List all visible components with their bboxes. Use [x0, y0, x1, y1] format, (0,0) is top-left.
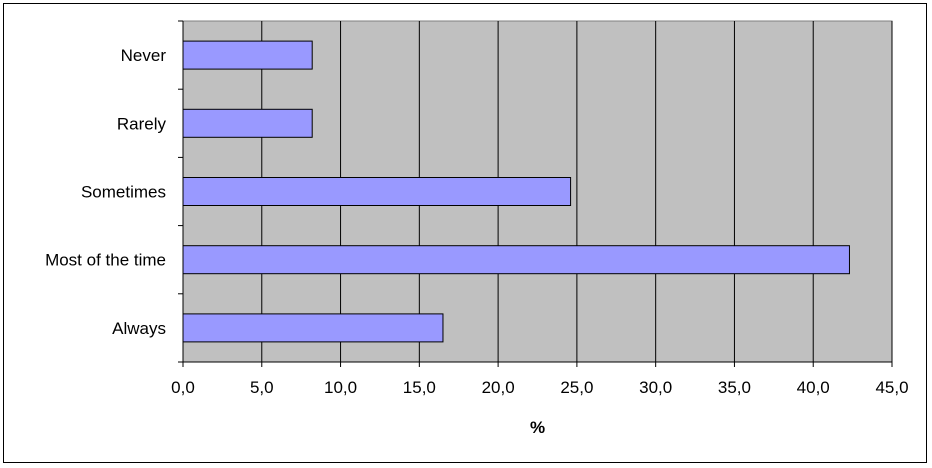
y-tick-labels: Never Rarely Sometimes Most of the time Alwa…: [45, 46, 166, 338]
bar-never: [182, 40, 313, 70]
x-tick-label: 5,0: [250, 378, 274, 397]
y-category-label: Sometimes: [81, 183, 166, 202]
y-category-label: Most of the time: [45, 251, 166, 270]
x-tick-label: 45,0: [875, 378, 908, 397]
gridlines: [261, 21, 893, 362]
x-tick-label: 30,0: [639, 378, 672, 397]
chart-frame: [3, 3, 927, 463]
x-tick-label: 25,0: [560, 378, 593, 397]
x-tick-label: 10,0: [324, 378, 357, 397]
y-category-label: Rarely: [117, 114, 167, 133]
bars: [182, 40, 850, 343]
x-tick-labels: 0,0 5,0 10,0 15,0 20,0 25,0 30,0 35,0 40,0 45,0: [171, 378, 908, 397]
y-category-label: Never: [121, 46, 167, 65]
x-tick-label: 0,0: [171, 378, 195, 397]
bar-always: [182, 313, 444, 343]
x-tick-label: 20,0: [482, 378, 515, 397]
bar-most-of-the-time: [182, 245, 850, 275]
x-axis-title: %: [530, 418, 545, 437]
x-tick-label: 15,0: [403, 378, 436, 397]
y-category-label: Always: [112, 319, 166, 338]
bar-rarely: [182, 108, 313, 138]
axes: [178, 20, 893, 367]
x-tick-label: 35,0: [718, 378, 751, 397]
bar-sometimes: [182, 177, 572, 206]
x-tick-label: 40,0: [797, 378, 830, 397]
